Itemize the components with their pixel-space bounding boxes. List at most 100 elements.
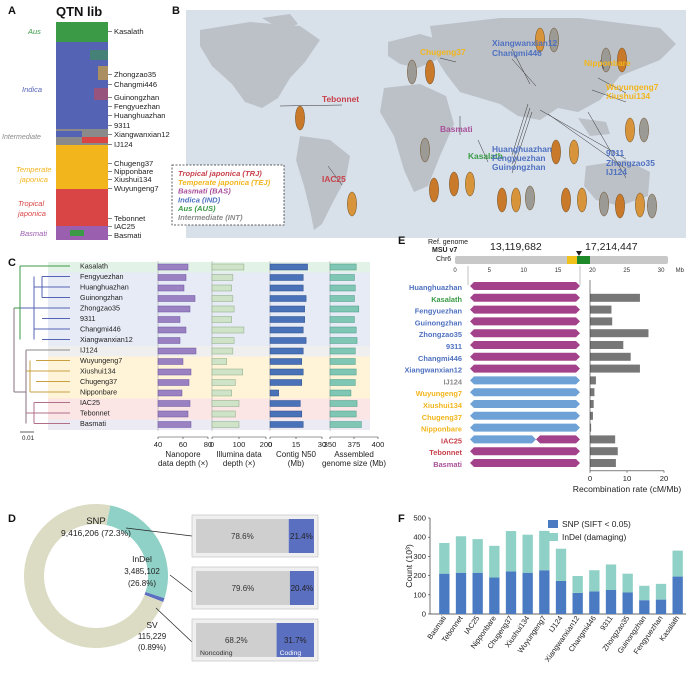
stat-bar — [269, 358, 303, 365]
recombination-bar — [590, 293, 640, 302]
grain-icon — [497, 187, 507, 213]
stat-bar — [211, 284, 232, 292]
legend-swatch-snp — [548, 520, 558, 528]
indel-bar — [522, 534, 533, 573]
panel-a-title: QTN lib — [56, 4, 102, 19]
indel-bar — [605, 564, 617, 590]
recombination-bar — [590, 400, 594, 408]
snp-bar — [622, 592, 633, 614]
legend-entry: Intermediate (INT) — [178, 213, 243, 222]
noncoding-pct: 79.6% — [232, 584, 255, 593]
stat-bar — [211, 337, 235, 344]
haplotype-segment — [470, 352, 580, 361]
recombination-bar — [590, 447, 618, 456]
stat-bar — [211, 274, 234, 281]
sample-label: Nipponbare — [80, 388, 117, 397]
leader-line — [511, 107, 531, 165]
indel-bar — [639, 585, 650, 601]
grain-icon — [615, 193, 625, 219]
stat-bar — [211, 368, 243, 376]
grain-icon — [635, 192, 645, 218]
axis-tick-label: 80 — [204, 440, 212, 449]
indica-admix-3 — [94, 88, 108, 100]
indel-bar — [672, 550, 683, 577]
stat-bar — [269, 379, 303, 386]
haplotype-segment — [470, 388, 580, 397]
panel-d-label: D — [8, 513, 16, 525]
axis-label: (Mb) — [288, 459, 305, 468]
sample-label: Kasalath — [431, 295, 462, 304]
indel-leader — [169, 574, 193, 593]
sample-label: Guinongzhan — [114, 93, 159, 102]
grain-icon — [625, 117, 635, 143]
indel-bar — [555, 548, 567, 581]
stat-bar — [211, 316, 232, 323]
panel-a-label: A — [8, 5, 16, 17]
stat-bar — [329, 368, 357, 376]
stat-bar — [329, 410, 357, 418]
sv-label: SV — [146, 620, 158, 630]
sample-label: IJ124 — [114, 140, 133, 149]
panel-e: E Ref. genome MSU v7 Chr6 13,119,682 17,… — [398, 235, 685, 494]
group-label-tropical-1: Tropical — [18, 199, 44, 208]
stat-bar — [269, 274, 304, 281]
haplotype-rows: Huanghuazhan Kasalath Fengyuezhan Guinongzh… — [404, 282, 649, 469]
sample-label: 9311 — [80, 314, 95, 323]
centromere-marker — [576, 251, 582, 256]
stat-bar — [211, 421, 240, 428]
stat-bar — [269, 316, 305, 323]
panel-e-label: E — [398, 235, 405, 247]
snp-bar — [522, 572, 533, 614]
sample-label: IAC25 — [114, 222, 135, 231]
stat-bar — [269, 368, 304, 376]
grain-icon — [601, 47, 611, 73]
map-leader-lines — [279, 48, 627, 186]
sample-label: Wuyungeng7 — [80, 356, 122, 365]
haplotype-segment — [470, 447, 580, 456]
indel-pct: (26.8%) — [128, 579, 156, 588]
recombination-bar — [590, 364, 640, 373]
stat-bar — [329, 347, 356, 355]
map-sample-label: Tebonnet — [322, 94, 359, 104]
sample-label: Tebonnet — [429, 448, 462, 457]
legend-entry: Indica (IND) — [178, 195, 221, 204]
axis-tick-label: 0 — [210, 440, 214, 449]
chromosome-ticks: 0 5 10 15 20 25 30 Mb — [453, 268, 684, 274]
y-tick-label: 0 — [422, 610, 426, 619]
sample-label: Chugeng37 — [422, 413, 462, 422]
group-label-indica: Indica — [22, 85, 42, 94]
leader-line — [591, 89, 627, 103]
coding-label: Coding — [280, 650, 302, 657]
leader-line — [597, 77, 627, 94]
y-axis-label: Count (10³) — [404, 544, 414, 588]
coding-pct: 31.7% — [284, 636, 307, 645]
noncoding-bar — [196, 571, 290, 605]
coding-bar — [276, 623, 314, 657]
axis-label: Recombination rate (cM/Mb) — [573, 484, 682, 494]
chr-tick-label: 10 — [520, 268, 527, 274]
axis-tick-label: 15 — [292, 440, 300, 449]
region-highlight-1 — [567, 256, 577, 264]
sample-label: IAC25 — [80, 398, 100, 407]
stat-bar — [329, 358, 356, 365]
sample-label: Kasalath — [80, 262, 108, 271]
axis-label: data depth (×) — [158, 459, 208, 468]
stat-bar — [157, 400, 191, 407]
intermediate-admix-1 — [56, 131, 82, 137]
sample-label: IJ124 — [80, 346, 98, 355]
stat-bar — [329, 284, 356, 292]
group-legend-box — [171, 164, 285, 226]
ref-genome-label: Ref. genome — [428, 239, 468, 246]
y-tick-label: 200 — [413, 571, 426, 580]
grain-icon — [599, 191, 609, 217]
sample-label: Changmi446 — [114, 80, 157, 89]
indel-bar — [622, 573, 633, 593]
phylogenetic-tree — [13, 265, 70, 424]
leader-line — [599, 59, 605, 70]
grain-icon — [561, 187, 571, 213]
leader-line — [439, 57, 457, 63]
temperate-block — [56, 145, 108, 189]
stat-bar — [157, 326, 187, 334]
stat-bar — [269, 347, 304, 355]
